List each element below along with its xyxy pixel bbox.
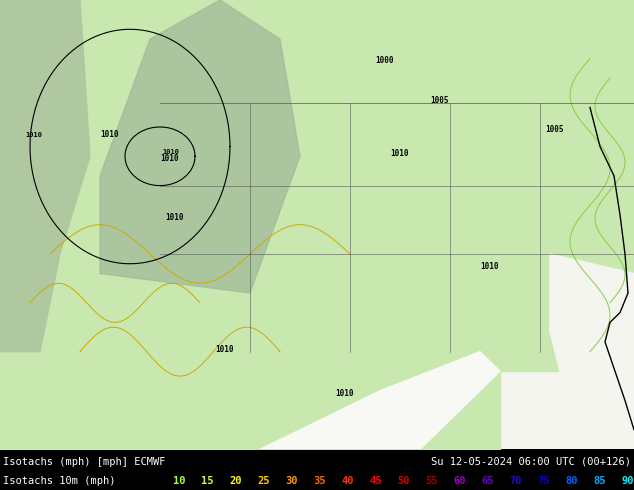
- Text: 1010: 1010: [215, 344, 233, 354]
- Text: 1010: 1010: [390, 149, 408, 158]
- Text: Su 12-05-2024 06:00 UTC (00+126): Su 12-05-2024 06:00 UTC (00+126): [431, 457, 631, 466]
- Text: 80: 80: [566, 476, 578, 486]
- Polygon shape: [550, 254, 634, 449]
- Text: 45: 45: [369, 476, 382, 486]
- Text: Isotachs (mph) [mph] ECMWF: Isotachs (mph) [mph] ECMWF: [3, 457, 165, 466]
- Text: 1010: 1010: [480, 262, 498, 270]
- Text: 1010: 1010: [100, 130, 119, 139]
- Text: 55: 55: [425, 476, 438, 486]
- Polygon shape: [0, 0, 90, 352]
- Text: Isotachs 10m (mph): Isotachs 10m (mph): [3, 476, 115, 486]
- Text: 25: 25: [257, 476, 269, 486]
- Text: 15: 15: [201, 476, 214, 486]
- Text: 1010: 1010: [162, 149, 179, 155]
- Text: 1000: 1000: [375, 56, 394, 66]
- Text: 60: 60: [453, 476, 466, 486]
- Text: 1005: 1005: [430, 96, 448, 104]
- Text: 1010: 1010: [165, 213, 183, 222]
- Text: 90: 90: [621, 476, 634, 486]
- Text: 1010: 1010: [25, 132, 42, 138]
- Text: 75: 75: [538, 476, 550, 486]
- Text: 85: 85: [593, 476, 606, 486]
- Polygon shape: [260, 352, 500, 449]
- Text: 70: 70: [509, 476, 522, 486]
- Text: 1005: 1005: [545, 125, 564, 134]
- Text: 35: 35: [313, 476, 326, 486]
- Text: 20: 20: [230, 476, 242, 486]
- Text: 40: 40: [341, 476, 354, 486]
- Text: 65: 65: [481, 476, 494, 486]
- Text: 1010: 1010: [160, 154, 179, 163]
- Polygon shape: [0, 0, 634, 449]
- Text: 50: 50: [398, 476, 410, 486]
- Text: 10: 10: [173, 476, 186, 486]
- Text: 30: 30: [285, 476, 298, 486]
- Text: 1010: 1010: [335, 389, 354, 397]
- Polygon shape: [100, 0, 300, 293]
